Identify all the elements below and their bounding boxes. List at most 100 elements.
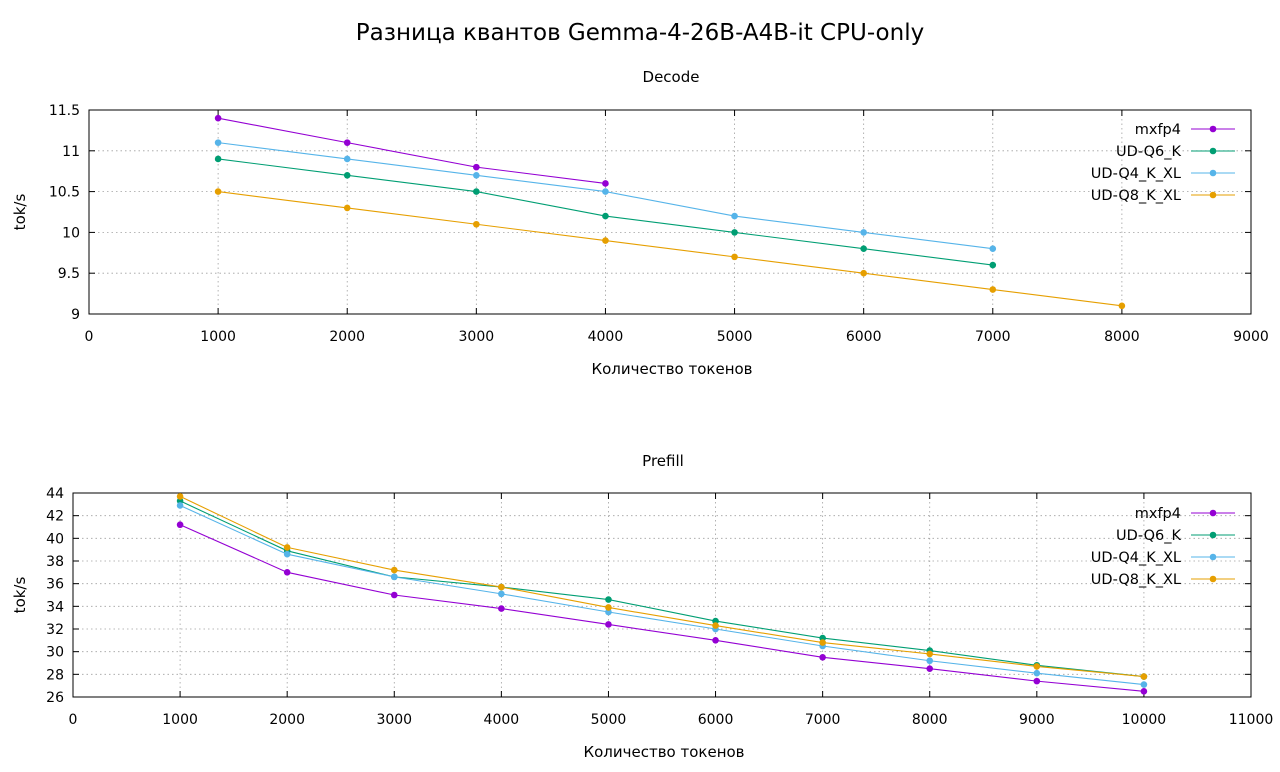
chart-0-x-tick-label: 7000	[975, 329, 1011, 345]
chart-1-data-point-ud-q4-k-xl	[283, 550, 291, 558]
chart-1-title: Prefill	[642, 452, 684, 470]
chart-1-data-point-ud-q8-k-xl	[176, 493, 184, 500]
chart-1-y-axis-label: tok/s	[11, 577, 29, 614]
chart-1-data-point-ud-q6-k	[819, 634, 826, 642]
chart-1-data-point-ud-q8-k-xl	[605, 604, 612, 611]
chart-0-x-tick-label: 9000	[1233, 329, 1269, 345]
chart-0-data-point-mxfp4	[214, 114, 222, 122]
chart-0-data-point-ud-q4-k-xl	[860, 229, 867, 236]
chart-1-data-point-mxfp4	[605, 621, 612, 628]
chart-1-x-tick-label: 10000	[1122, 712, 1167, 728]
chart-1-data-point-ud-q8-k-xl	[1140, 673, 1148, 680]
chart-0-y-tick-label: 11.5	[49, 103, 80, 119]
chart-1-data-point-ud-q4-k-xl	[1140, 681, 1148, 688]
chart-1-x-tick-label: 9000	[1019, 712, 1055, 728]
chart-0-data-point-mxfp4	[343, 139, 351, 146]
chart-0-x-tick-label: 3000	[459, 329, 495, 345]
chart-0-x-tick-label: 0	[85, 329, 94, 345]
chart-0-data-point-ud-q6-k	[989, 261, 997, 269]
chart-1-plot-frame	[72, 492, 1252, 698]
chart-0-data-point-ud-q8-k-xl	[989, 286, 997, 293]
chart-1-data-point-ud-q8-k-xl	[390, 566, 398, 574]
chart-1-legend-label-mxfp4: mxfp4	[1135, 506, 1181, 522]
chart-1-data-point-ud-q6-k	[605, 596, 612, 603]
chart-1-y-tick-label: 38	[46, 554, 64, 570]
main-title: Разница квантов Gemma-4-26B-A4B-it CPU-o…	[356, 20, 924, 46]
chart-0-series-line-mxfp4	[218, 117, 606, 184]
chart-1-data-point-ud-q8-k-xl	[283, 544, 291, 551]
chart-1-legend-marker-ud-q8-k-xl	[1209, 575, 1217, 583]
chart-0-data-point-ud-q6-k	[473, 188, 480, 195]
chart-0-data-point-ud-q8-k-xl	[473, 220, 480, 228]
chart-0-data-point-ud-q4-k-xl	[731, 212, 738, 220]
chart-0-y-tick-label: 9	[71, 307, 80, 323]
chart-0-y-tick-label: 10	[62, 225, 80, 241]
chart-1-data-point-mxfp4	[712, 637, 719, 644]
chart-1-y-tick-label: 26	[46, 690, 64, 706]
chart-1-x-axis-label: Количество токенов	[583, 743, 744, 761]
chart-1-data-point-mxfp4	[498, 605, 505, 612]
chart-1-data-point-mxfp4	[176, 521, 184, 529]
chart-1-x-tick-label: 2000	[269, 712, 305, 728]
chart-0-y-tick-label: 9.5	[58, 266, 80, 282]
chart-1-data-point-ud-q8-k-xl	[712, 622, 719, 629]
chart-1-data-point-ud-q8-k-xl	[498, 583, 505, 591]
prefill-chart: 0 1000 2000 3000 4000 5000 6000 7000 8000 9000 100…	[11, 452, 1273, 761]
chart-0-title: Decode	[643, 68, 700, 86]
chart-1-legend-marker-mxfp4	[1209, 509, 1217, 517]
chart-1-series-line-ud-q6-k	[179, 500, 1144, 678]
chart-0-data-point-ud-q8-k-xl	[1118, 302, 1126, 310]
chart-1-y-tick-label: 32	[46, 622, 64, 638]
chart-0-x-tick-label: 2000	[329, 329, 365, 345]
chart-0-data-point-ud-q8-k-xl	[343, 204, 351, 212]
chart-1-data-point-ud-q8-k-xl	[1033, 663, 1041, 670]
chart-1-x-tick-label: 8000	[912, 712, 948, 728]
chart-1-data-point-mxfp4	[1033, 677, 1041, 685]
chart-1-data-point-mxfp4	[926, 665, 934, 672]
chart-1-data-point-ud-q4-k-xl	[498, 590, 505, 598]
chart-1-legend-label-ud-q4-k-xl: UD-Q4_K_XL	[1091, 550, 1181, 566]
chart-1-legend-label-ud-q6-k: UD-Q6_K	[1116, 528, 1181, 544]
chart-1-data-point-mxfp4	[819, 654, 826, 661]
decode-chart: 0 1000 2000 3000 4000 5000 6000 7000 8000 9000 9 9.…	[11, 68, 1269, 378]
chart-1-data-point-ud-q6-k	[176, 497, 184, 505]
chart-0-data-point-ud-q4-k-xl	[602, 188, 609, 195]
chart-0-data-point-ud-q4-k-xl	[343, 155, 351, 163]
chart-1-legend-label-ud-q8-k-xl: UD-Q8_K_XL	[1091, 572, 1181, 588]
chart-0-x-tick-label: 8000	[1104, 329, 1140, 345]
chart-1-y-tick-label: 30	[46, 645, 64, 661]
chart-0-series-line-ud-q6-k	[218, 158, 993, 266]
chart-1-data-point-mxfp4	[1140, 688, 1148, 695]
chart-0-data-point-ud-q6-k	[602, 212, 609, 220]
chart-1-series-line-mxfp4	[179, 524, 1144, 692]
chart-0-data-point-ud-q4-k-xl	[989, 245, 997, 253]
chart-0-series-line-ud-q8-k-xl	[218, 191, 1122, 307]
chart-0-legend-label-ud-q4-k-xl: UD-Q4_K_XL	[1091, 166, 1181, 182]
chart-1-x-tick-label: 0	[69, 712, 78, 728]
chart-0-data-point-ud-q6-k	[860, 245, 867, 253]
chart-1-y-tick-label: 28	[46, 667, 64, 683]
chart-1-legend-marker-ud-q6-k	[1209, 531, 1217, 539]
chart-0-data-point-ud-q4-k-xl	[473, 171, 480, 179]
chart-1-data-point-ud-q8-k-xl	[926, 650, 934, 658]
chart-0-x-tick-label: 5000	[717, 329, 753, 345]
chart-1-data-point-ud-q4-k-xl	[605, 608, 612, 616]
chart-1-y-tick-label: 34	[46, 599, 64, 615]
chart-0-data-point-mxfp4	[473, 163, 480, 171]
chart-1-data-point-ud-q4-k-xl	[926, 657, 934, 665]
chart-0-data-point-ud-q6-k	[343, 171, 351, 179]
chart-1-y-tick-label: 42	[46, 509, 64, 525]
chart-0-data-point-ud-q8-k-xl	[214, 188, 222, 195]
chart-0-data-point-ud-q8-k-xl	[602, 237, 609, 244]
chart-0-x-tick-label: 1000	[200, 329, 236, 345]
chart-0-x-axis-label: Количество токенов	[591, 360, 752, 378]
chart-1-x-tick-label: 3000	[376, 712, 412, 728]
chart-1-data-point-ud-q4-k-xl	[1033, 669, 1041, 677]
chart-0-legend-marker-mxfp4	[1209, 125, 1217, 133]
chart-1-data-point-ud-q4-k-xl	[176, 502, 184, 509]
chart-0-x-tick-label: 4000	[588, 329, 624, 345]
chart-1-data-point-ud-q6-k	[712, 617, 719, 625]
chart-1-data-point-ud-q8-k-xl	[819, 639, 826, 646]
